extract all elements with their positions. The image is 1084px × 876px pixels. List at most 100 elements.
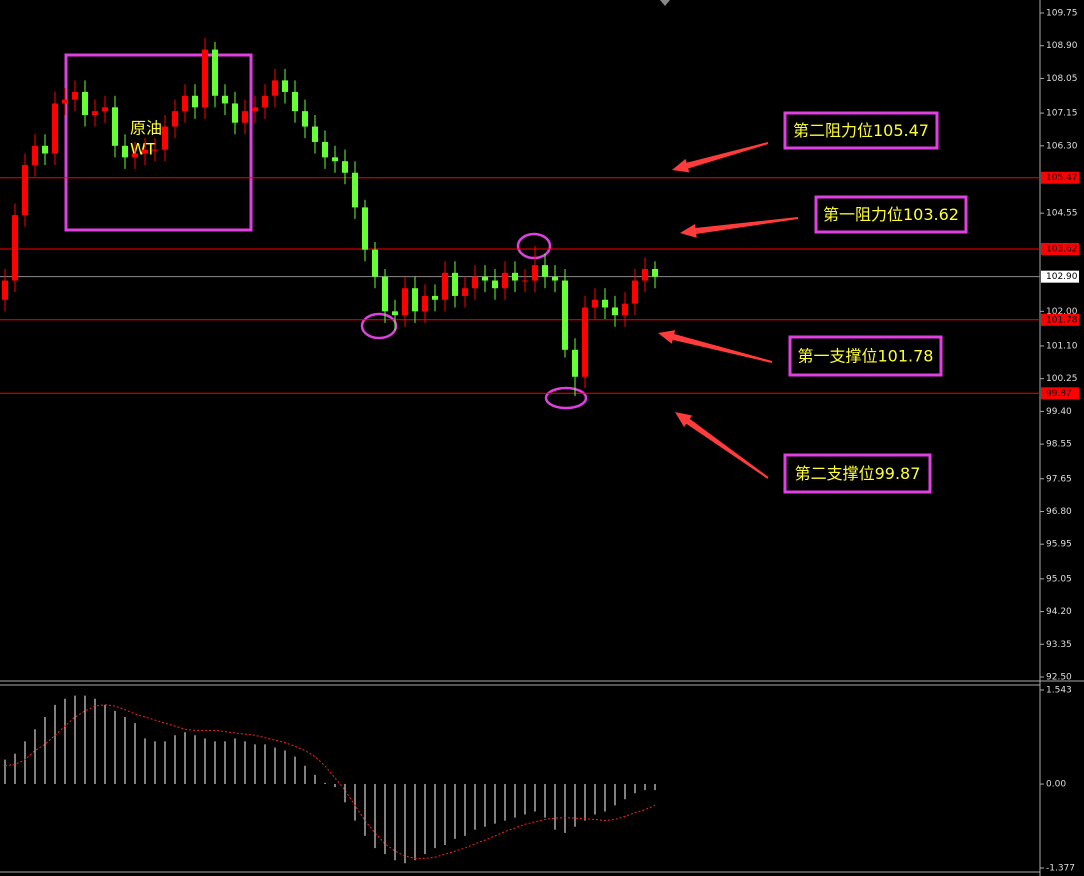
annotation-label: 第一支撑位101.78	[798, 347, 934, 366]
y-tick-label: 0.00	[1046, 780, 1066, 790]
candle-body	[12, 215, 18, 281]
candle-body	[552, 276, 558, 281]
annotation-box	[783, 111, 939, 150]
y-tick-label: 109.75	[1046, 9, 1078, 19]
annotation-label: 第二阻力位105.47	[793, 121, 929, 140]
y-tick-label: 108.90	[1046, 41, 1078, 51]
candle-body	[242, 111, 248, 123]
candle-body	[282, 80, 288, 92]
candle-body	[192, 95, 198, 108]
level-label: 99.87	[1046, 389, 1072, 399]
candle-body	[52, 103, 58, 154]
candle-body	[302, 111, 308, 127]
candle-body	[292, 91, 298, 112]
annotation-box	[788, 335, 943, 377]
candle-body	[212, 49, 218, 96]
highlight-ellipse	[516, 232, 552, 260]
y-tick-label: 1.543	[1046, 686, 1072, 696]
level-tag	[1041, 387, 1079, 400]
candle-body	[652, 268, 658, 277]
y-tick-label: 98.55	[1046, 440, 1072, 450]
candle-body	[592, 299, 598, 308]
y-tick-label: 97.65	[1046, 474, 1072, 484]
candle-body	[62, 99, 68, 104]
candle-body	[252, 107, 258, 112]
candle-body	[222, 95, 228, 104]
box-label: 原油	[130, 119, 162, 138]
level-tag	[1041, 171, 1079, 184]
candle-body	[502, 272, 508, 289]
candle-body	[352, 172, 358, 208]
y-tick-label: 102.00	[1046, 307, 1078, 317]
y-tick-label: 92.50	[1046, 673, 1072, 683]
y-tick-label: 106.30	[1046, 141, 1078, 151]
candle-body	[112, 107, 118, 146]
candle-body	[312, 126, 318, 142]
y-tick-label: 94.20	[1046, 607, 1072, 617]
candle-body	[152, 149, 158, 151]
candle-body	[562, 280, 568, 350]
y-tick-label: -1.377	[1046, 864, 1075, 874]
candle-body	[612, 307, 618, 316]
y-tick-label: 99.40	[1046, 407, 1072, 417]
price-tag	[1041, 270, 1079, 283]
candle-body	[332, 157, 338, 162]
candle-body	[622, 303, 628, 316]
candle-body	[422, 295, 428, 312]
y-tick-label: 93.35	[1046, 640, 1072, 650]
annotation-box	[814, 195, 968, 234]
highlight-box	[64, 53, 253, 232]
arrow	[675, 412, 769, 479]
candle-body	[372, 249, 378, 277]
annotation-box	[783, 453, 932, 494]
candle-body	[272, 80, 278, 96]
candle-body	[362, 207, 368, 250]
candle-body	[232, 103, 238, 123]
candle-body	[22, 165, 28, 216]
candle-body	[632, 280, 638, 304]
level-label: 101.78	[1046, 315, 1078, 325]
y-tick-label: 96.80	[1046, 507, 1072, 517]
candle-body	[412, 288, 418, 312]
arrow	[680, 217, 799, 238]
candle-body	[142, 149, 148, 154]
candle-body	[542, 265, 548, 277]
candle-body	[382, 276, 388, 312]
candle-body	[182, 95, 188, 112]
candle-body	[462, 288, 468, 296]
signal-line	[4, 704, 656, 859]
candle-body	[72, 91, 78, 100]
candle-body	[102, 107, 108, 112]
candle-body	[512, 272, 518, 281]
candle-body	[172, 111, 178, 127]
candle-body	[92, 111, 98, 116]
candle-body	[442, 272, 448, 300]
candle-body	[342, 161, 348, 173]
highlight-ellipse	[544, 386, 588, 410]
candle-body	[122, 145, 128, 158]
y-tick-label: 104.55	[1046, 209, 1078, 219]
arrow	[658, 330, 773, 363]
candle-body	[482, 276, 488, 281]
candle-body	[32, 145, 38, 166]
candle-body	[402, 288, 408, 316]
candle-body	[492, 280, 498, 289]
candle-body	[42, 145, 48, 154]
candle-body	[202, 49, 208, 108]
candle-body	[642, 268, 648, 281]
scroll-marker	[660, 0, 670, 6]
annotation-label: 第一阻力位103.62	[823, 205, 959, 224]
y-tick-label: 101.10	[1046, 341, 1078, 351]
candle-body	[602, 299, 608, 308]
candle-body	[472, 276, 478, 289]
y-tick-label: 100.25	[1046, 374, 1078, 384]
candle-body	[582, 307, 588, 377]
candle-body	[522, 280, 528, 282]
level-label: 105.47	[1046, 173, 1078, 183]
highlight-ellipse	[360, 312, 398, 340]
candle-body	[392, 311, 398, 316]
candle-body	[82, 91, 88, 116]
y-tick-label: 108.05	[1046, 74, 1078, 84]
candle-body	[432, 295, 438, 300]
candle-body	[322, 141, 328, 158]
